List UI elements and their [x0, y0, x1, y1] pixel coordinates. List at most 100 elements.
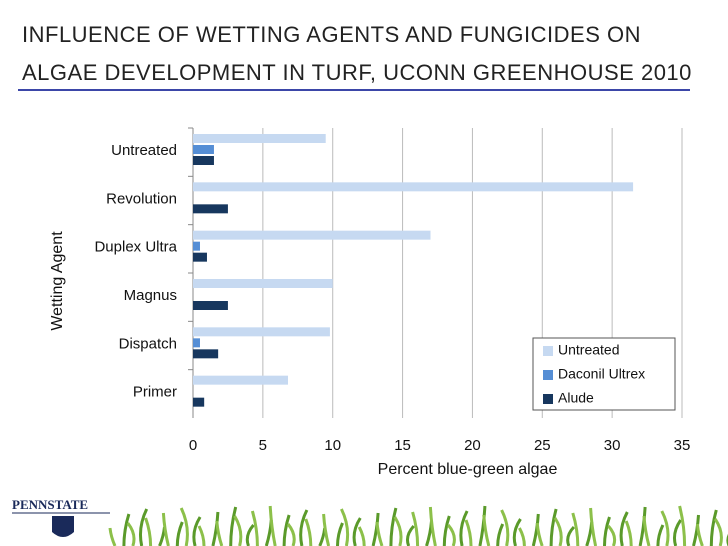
grass-blade — [175, 521, 184, 546]
grass-blade — [268, 505, 277, 546]
grass-blade — [357, 526, 366, 546]
grass-blade — [642, 515, 651, 546]
grass-blade — [496, 523, 505, 546]
grass-blade — [553, 517, 563, 546]
grass-blade — [660, 510, 670, 546]
x-axis-label: Percent blue-green algae — [378, 461, 558, 478]
grass-blade — [638, 506, 647, 546]
grass-blade — [322, 513, 331, 546]
bar — [193, 145, 214, 154]
x-tick-label: 25 — [534, 437, 551, 454]
grass-blade — [375, 521, 384, 546]
grass-blade — [211, 511, 220, 546]
bar — [193, 279, 333, 288]
y-tick-label: Revolution — [106, 190, 177, 207]
bar — [193, 301, 228, 310]
grass-blade — [122, 513, 131, 546]
grass-blade — [371, 512, 380, 546]
grass-blade — [464, 519, 473, 546]
grass-blade — [713, 518, 723, 546]
grass-blade — [512, 518, 522, 546]
grass-blade — [250, 510, 259, 546]
legend-label: Alude — [558, 390, 594, 406]
grass-blade — [229, 506, 238, 546]
chart-title: INFLUENCE OF WETTING AGENTS AND FUNGICID… — [22, 22, 692, 85]
bar — [193, 327, 330, 337]
grass-blade — [678, 505, 687, 546]
y-axis-label: Wetting Agent — [49, 231, 66, 331]
legend-box — [532, 337, 676, 411]
y-tick-label: Primer — [133, 384, 177, 401]
grass-blade — [126, 522, 136, 546]
grass-blade — [161, 512, 170, 546]
bar — [193, 134, 326, 143]
grass — [108, 505, 728, 546]
grass-blade — [393, 516, 403, 546]
legend-label: Daconil Ultrex — [558, 366, 645, 382]
grass-blade — [535, 522, 544, 546]
grass-blade — [442, 515, 451, 546]
grass-blade — [459, 510, 469, 546]
legend: Untreated Daconil Ultrex Alude — [532, 337, 676, 411]
grass-blade — [482, 514, 491, 546]
grass-blade — [656, 524, 665, 546]
x-tick-label: 30 — [604, 437, 621, 454]
grass-blade — [389, 507, 398, 546]
bar — [193, 182, 634, 192]
grass-blade — [108, 527, 117, 546]
grass-blade — [144, 517, 153, 546]
grass-blade — [603, 516, 611, 546]
grass-blade — [673, 519, 682, 546]
grass-blade — [282, 514, 291, 546]
x-tick-label: 10 — [324, 437, 341, 454]
grass-blade — [428, 506, 437, 546]
logo-shield — [52, 516, 74, 537]
grass-blade — [566, 525, 576, 546]
grass-blade — [500, 509, 510, 546]
grass-blade — [447, 524, 456, 546]
bar — [193, 338, 200, 348]
grass-blade — [518, 527, 526, 546]
bar — [193, 397, 205, 407]
legend-swatch — [543, 394, 553, 404]
grass-blade — [304, 518, 313, 546]
grass-blade — [352, 517, 362, 546]
logo-text: PENNSTATE — [12, 497, 88, 512]
x-tick-label: 0 — [189, 437, 197, 454]
bar — [193, 230, 431, 240]
bar — [193, 375, 289, 385]
grass-blade — [336, 522, 344, 546]
bar — [193, 204, 228, 214]
logo: PENNSTATE — [12, 497, 110, 537]
x-tick-label: 20 — [464, 437, 481, 454]
grass-blade — [340, 508, 350, 546]
grass-blade — [478, 505, 487, 546]
grass-blade — [245, 524, 255, 546]
y-tick-label: Untreated — [111, 142, 177, 159]
grass-blade — [233, 515, 243, 546]
grass-blade — [549, 508, 558, 546]
grass-blade — [624, 520, 633, 546]
grass-blade — [286, 523, 296, 546]
grass-blade — [197, 525, 206, 546]
bar — [193, 156, 214, 165]
grass-blade — [589, 507, 598, 546]
y-tick-label: Magnus — [124, 287, 177, 304]
grass-blade — [406, 524, 415, 546]
grass-blade — [411, 511, 420, 546]
grass-blade — [695, 523, 704, 546]
grass-blade — [179, 507, 189, 546]
grass-blade — [215, 520, 224, 546]
x-tick-label: 35 — [674, 437, 691, 454]
bar — [193, 349, 219, 359]
grass-blade — [192, 516, 202, 546]
legend-swatch — [543, 370, 553, 380]
legend-label: Untreated — [558, 342, 619, 358]
grass-blade — [607, 524, 617, 546]
grass-blade — [139, 508, 149, 546]
y-tick-label: Dispatch — [119, 335, 177, 352]
grass-blade — [299, 509, 309, 546]
grass-blade — [709, 509, 718, 546]
